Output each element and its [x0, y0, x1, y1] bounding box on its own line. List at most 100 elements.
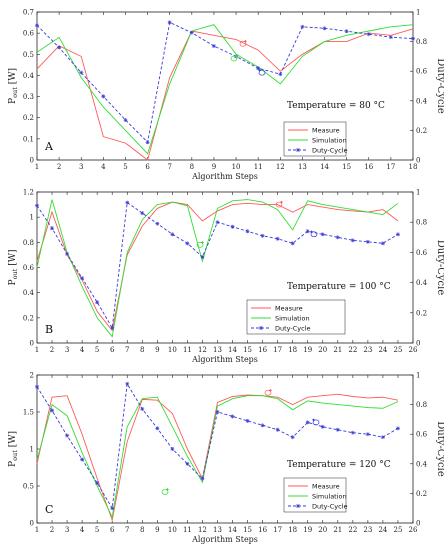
- panel-c-point-duty-cycle: [335, 427, 340, 432]
- panel-b-point-duty-cycle: [395, 232, 400, 237]
- panel-a-y-tick-label: 0.4: [23, 72, 35, 80]
- panel-b-x-tick-label: 2: [50, 346, 54, 354]
- panel-b-direction-marker: [275, 201, 283, 208]
- panel-c-point-duty-cycle: [350, 430, 355, 435]
- panel-a-point-duty-cycle: [411, 36, 415, 41]
- panel-b-direction-arrowhead: [201, 240, 203, 244]
- panel-c-point-duty-cycle: [200, 476, 205, 481]
- panel-b-y-tick-label: 0.6: [23, 264, 35, 272]
- panel-c-point-duty-cycle: [260, 423, 265, 428]
- panel-a-point-duty-cycle: [366, 32, 371, 37]
- panel-c-x-tick-label: 5: [95, 526, 99, 534]
- panel-b-point-duty-cycle: [365, 239, 370, 244]
- panel-c-point-duty-cycle: [305, 420, 310, 425]
- panel-b-point-duty-cycle: [35, 203, 39, 208]
- panel-c-series-measure: [36, 393, 399, 522]
- panel-c-legend-label: Duty-Cycle: [312, 502, 348, 510]
- panel-a-y-tick-label: 0.1: [23, 135, 34, 143]
- panel-c-point-duty-cycle: [320, 424, 325, 429]
- panel-a-x-axis-label: Algorithm Steps: [191, 172, 258, 181]
- panel-b-point-duty-cycle: [65, 251, 70, 256]
- panel-a-series-measure: [36, 28, 414, 161]
- panel-a-x-tick-label: 15: [342, 163, 351, 171]
- panel-a-legend-label: Simulation: [312, 136, 347, 144]
- panel-b-series-measure: [36, 201, 399, 332]
- panel-a-temperature-annotation: Temperature = 80 °C: [287, 101, 385, 111]
- panel-b-x-tick-label: 19: [303, 346, 312, 354]
- panel-b-legend-marker: [259, 326, 263, 330]
- panel-a-y-tick-label: 0.7: [23, 9, 34, 17]
- panel-b-y2-tick-label: 0: [416, 340, 420, 348]
- panel-c-x-tick-label: 6: [110, 526, 115, 534]
- panel-a-y2-tick-label: 0.6: [416, 68, 428, 76]
- panel-b-x-tick-label: 21: [333, 346, 342, 354]
- panel-a-y-tick-label: 0: [30, 157, 34, 165]
- panel-b-point-duty-cycle: [320, 232, 325, 237]
- panel-b-point-duty-cycle: [350, 238, 355, 243]
- panel-c-y2-tick-label: 1: [416, 372, 420, 380]
- panel-c-x-tick-label: 15: [243, 526, 252, 534]
- panel-a-y2-tick-label: 0: [416, 157, 420, 165]
- panel-b-y-axis-label: Pout [W]: [8, 250, 19, 286]
- panel-b-point-duty-cycle: [170, 232, 175, 237]
- panel-a-point-duty-cycle: [300, 24, 305, 29]
- panel-b-point-duty-cycle: [260, 233, 265, 238]
- panel-a-point-duty-cycle: [322, 26, 327, 31]
- panel-b-point-duty-cycle: [305, 229, 310, 234]
- panel-c-direction-marker: [264, 389, 272, 396]
- panel-b-axes-frame: [36, 191, 414, 344]
- panel-a-direction-marker: [239, 40, 247, 47]
- panel-b-y-tick-label: 0.8: [23, 239, 34, 247]
- panel-c-x-tick-label: 10: [168, 526, 177, 534]
- panel-c-legend-marker: [296, 504, 300, 508]
- panel-a-point-duty-cycle: [278, 72, 283, 77]
- panel-c-series-simulation: [36, 395, 399, 519]
- panel-b-point-duty-cycle: [140, 211, 145, 216]
- panel-a-x-tick-label: 10: [232, 163, 241, 171]
- panel-c-x-tick-label: 17: [273, 526, 282, 534]
- panel-a-y-axis-label: Pout [W]: [8, 68, 19, 104]
- panel-a-x-tick-label: 18: [409, 163, 418, 171]
- panel-c-direction-marker: [312, 419, 320, 426]
- panel-a-direction-arrowhead: [259, 68, 261, 72]
- panel-a-x-tick-label: 12: [276, 163, 285, 171]
- panel-a-letter: A: [44, 140, 54, 153]
- panel-c-point-duty-cycle: [185, 461, 190, 466]
- panel-b-x-tick-label: 16: [258, 346, 267, 354]
- panel-c-x-tick-label: 18: [288, 526, 297, 534]
- panel-c-y2-tick-label: 0.8: [416, 401, 427, 409]
- panel-a-y2-tick-label: 0.8: [416, 38, 427, 46]
- panel-a-x-tick-label: 3: [79, 163, 83, 171]
- panel-c-x-tick-label: 19: [303, 526, 312, 534]
- panel-c-point-duty-cycle: [380, 435, 385, 440]
- panel-c-x-tick-label: 4: [80, 526, 85, 534]
- panel-a-point-duty-cycle: [145, 140, 150, 145]
- panel-b-direction-arrowhead: [280, 200, 282, 204]
- panel-b-y2-axis-label: Duty-Cycle: [435, 240, 444, 296]
- panel-c-legend-label: Simulation: [312, 492, 347, 500]
- panel-c-point-duty-cycle: [170, 447, 175, 451]
- panel-a-point-duty-cycle: [79, 70, 84, 75]
- panel-a-point-duty-cycle: [344, 29, 349, 34]
- panel-b-point-duty-cycle: [380, 241, 385, 246]
- panel-b-x-tick-label: 17: [273, 346, 282, 354]
- panel-b-point-duty-cycle: [275, 236, 280, 241]
- panel-a-x-tick-label: 8: [190, 163, 194, 171]
- panel-b-x-tick-label: 7: [125, 346, 129, 354]
- panel-a-legend-label: Measure: [312, 126, 340, 134]
- panel-c-x-tick-label: 16: [258, 526, 267, 534]
- panel-a-point-duty-cycle: [211, 44, 216, 49]
- panel-a-direction-arrowhead: [235, 54, 237, 58]
- panel-c-point-duty-cycle: [65, 433, 70, 438]
- panel-b-x-tick-label: 26: [409, 346, 418, 354]
- panel-a-y2-axis-label: Duty-Cycle: [435, 58, 444, 114]
- panel-b-y2-tick-label: 0.8: [416, 219, 427, 227]
- panel-c-point-duty-cycle: [110, 506, 115, 511]
- panel-a-y-tick-label: 0.5: [23, 51, 34, 59]
- panel-b-point-duty-cycle: [335, 235, 340, 240]
- panel-c-letter: C: [45, 503, 53, 516]
- panel-a-x-tick-label: 2: [57, 163, 61, 171]
- panel-c-x-tick-label: 21: [333, 526, 342, 534]
- panel-c-y2-tick-label: 0.6: [416, 431, 428, 439]
- panel-b-legend-label: Measure: [275, 304, 303, 312]
